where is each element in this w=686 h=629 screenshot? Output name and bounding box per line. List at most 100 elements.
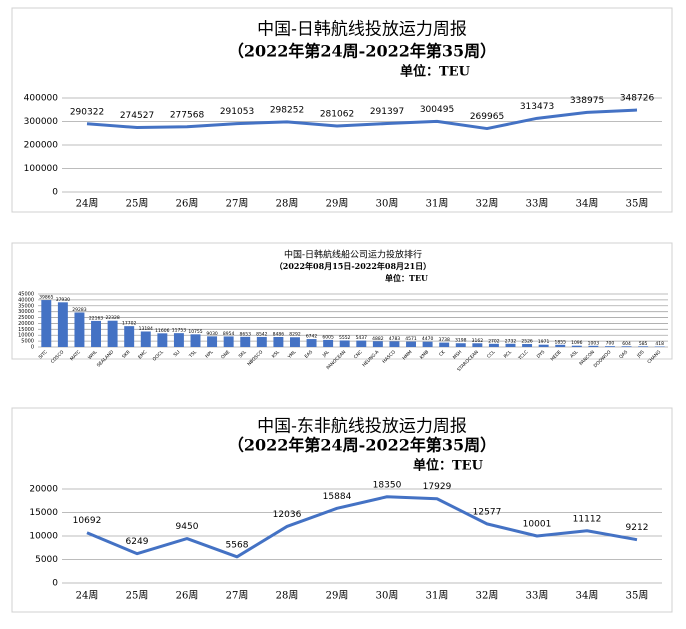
x-tick-label: 32周	[476, 198, 499, 210]
y-tick-label: 35000	[18, 303, 34, 309]
data-label: 6005	[322, 334, 334, 340]
data-label: 5568	[226, 540, 249, 550]
data-label: 10692	[73, 516, 102, 526]
data-label: 291397	[370, 107, 404, 117]
y-tick-label: 25000	[18, 315, 34, 321]
data-label: 269965	[470, 112, 504, 122]
x-tick-label: 27周	[226, 590, 249, 602]
data-label: 17702	[122, 321, 136, 327]
y-tick-label: 200000	[24, 141, 59, 151]
x-tick-label: HEDE	[550, 349, 563, 362]
x-tick-label: 34周	[576, 590, 599, 602]
x-tick-label: SLI	[172, 349, 181, 358]
bar	[323, 340, 333, 347]
x-tick-label: JDS	[635, 349, 645, 359]
x-tick-label: 26周	[176, 590, 199, 602]
bar	[307, 339, 317, 347]
data-label: 11112	[573, 514, 602, 524]
data-label: 313473	[520, 102, 554, 112]
x-tick-label: 24周	[76, 590, 99, 602]
x-tick-label: 28周	[276, 198, 299, 210]
y-tick-label: 300000	[24, 117, 59, 127]
unit-label: 单位：TEU	[413, 458, 484, 474]
bar	[406, 342, 416, 347]
x-tick-label: SKL	[238, 349, 248, 359]
data-label: 300495	[420, 105, 454, 115]
data-label: 2702	[488, 338, 500, 344]
y-tick-label: 45000	[18, 292, 34, 298]
y-tick-label: 20000	[18, 321, 34, 327]
x-tick-label: 32周	[476, 590, 499, 602]
data-label: 3162	[472, 338, 484, 344]
bar	[340, 340, 350, 347]
data-label: 1003	[588, 340, 600, 346]
y-tick-label: 40000	[18, 297, 34, 303]
data-label: 29283	[72, 307, 86, 313]
x-tick-label: OOCL	[152, 349, 166, 363]
x-tick-label: 26周	[176, 198, 199, 210]
y-tick-label: 10000	[29, 532, 58, 542]
data-label: 5552	[339, 335, 351, 341]
data-label: 9030	[206, 331, 218, 337]
chart-title: 中国-日韩航线船公司运力投放排行	[284, 249, 422, 261]
bar	[290, 337, 300, 347]
x-tick-label: 31周	[426, 198, 449, 210]
chart-subtitle: （2022年第24周-2022年第35周）	[228, 42, 496, 61]
data-label: 18350	[373, 480, 402, 490]
data-label: 8542	[256, 331, 268, 337]
x-tick-label: ASL	[569, 349, 580, 360]
data-label: 12036	[273, 510, 302, 520]
data-label: 37930	[56, 297, 70, 303]
data-label: 6249	[126, 537, 149, 547]
x-tick-label: TSL	[187, 349, 198, 360]
x-tick-label: 29周	[326, 590, 349, 602]
chart-title: 中国-东非航线投放运力周报	[257, 417, 467, 437]
data-label: 8954	[223, 331, 235, 337]
x-tick-label: 35周	[626, 198, 649, 210]
x-tick-label: TCLC	[517, 349, 530, 362]
bar	[207, 336, 217, 347]
x-tick-label: 30周	[376, 590, 399, 602]
data-label: 6742	[306, 334, 318, 340]
y-tick-label: 400000	[24, 94, 59, 104]
bar	[240, 337, 250, 347]
data-label: 298252	[270, 105, 304, 115]
x-tick-label: HEUNG-A	[361, 349, 381, 369]
data-label: 3198	[455, 338, 467, 344]
data-label: 4783	[389, 336, 401, 342]
data-label: 13184	[139, 326, 153, 332]
bar	[356, 341, 366, 347]
bar	[472, 343, 482, 347]
x-tick-label: HASCO	[381, 349, 397, 365]
data-label: 2526	[521, 339, 533, 345]
data-label: 1096	[571, 340, 583, 346]
data-label: 604	[622, 341, 631, 347]
data-label: 1855	[555, 339, 567, 345]
y-tick-label: 5000	[35, 555, 58, 565]
x-tick-label: JAL	[321, 349, 331, 359]
bar	[41, 300, 51, 347]
x-tick-label: 27周	[226, 198, 249, 210]
y-tick-label: 0	[31, 345, 34, 351]
x-tick-label: 25周	[126, 590, 149, 602]
data-label: 39865	[39, 295, 53, 301]
chart-subtitle: （2022年第24周-2022年第35周）	[228, 436, 496, 455]
bar	[456, 343, 466, 347]
y-tick-label: 0	[52, 188, 58, 198]
data-label: 4882	[372, 336, 384, 342]
data-label: 4470	[422, 336, 434, 342]
y-tick-label: 30000	[18, 309, 34, 315]
x-tick-label: CK	[438, 348, 447, 357]
x-tick-label: PANCON	[578, 349, 596, 367]
data-label: 11753	[172, 328, 186, 334]
bar	[423, 342, 433, 347]
bar	[157, 333, 167, 347]
data-label: 4571	[405, 336, 417, 342]
bar	[257, 337, 267, 347]
x-tick-label: MATC	[69, 349, 82, 362]
data-label: 8292	[289, 332, 301, 338]
bar	[141, 331, 151, 347]
data-label: 22328	[105, 315, 119, 321]
x-tick-label: 29周	[326, 198, 349, 210]
data-label: 8653	[240, 331, 252, 337]
